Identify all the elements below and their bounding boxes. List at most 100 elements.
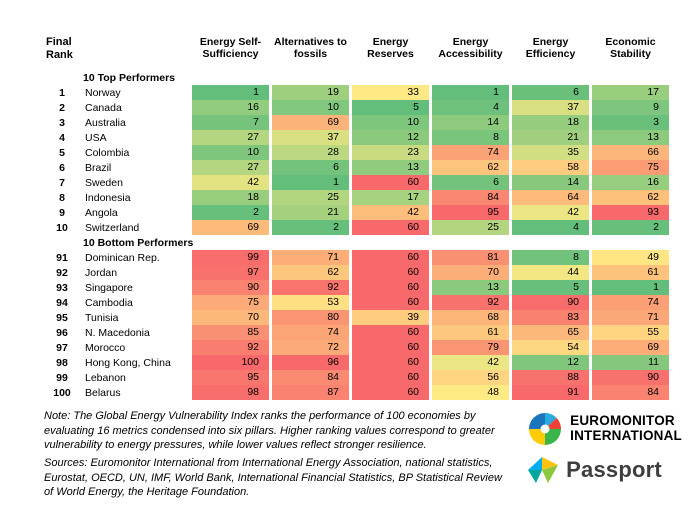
country-cell: Indonesia <box>85 191 131 204</box>
rank-cell: 91 <box>56 251 68 264</box>
rank-cell: 93 <box>56 281 68 294</box>
footer: Note: The Global Energy Vulnerability In… <box>44 409 682 500</box>
value-cell: 6 <box>432 175 509 190</box>
table-row: 5 Colombia 10 28 23 74 35 66 <box>44 145 682 160</box>
value-cell: 74 <box>432 145 509 160</box>
value-cell: 10 <box>192 145 269 160</box>
value-cell: 9 <box>592 100 669 115</box>
note-text: Note: The Global Energy Vulnerability In… <box>44 410 495 452</box>
column-header: Alternatives to fossils <box>274 36 347 61</box>
value-cell: 7 <box>192 115 269 130</box>
value-cell: 23 <box>352 145 429 160</box>
value-cell: 84 <box>272 370 349 385</box>
column-header: Energy Reserves <box>367 36 414 61</box>
table-row: 9 Angola 2 21 42 95 42 93 <box>44 205 682 220</box>
value-cell: 39 <box>352 310 429 325</box>
value-cell: 1 <box>272 175 349 190</box>
value-cell: 14 <box>432 115 509 130</box>
section-label-row: 10 Top Performers <box>44 70 682 85</box>
value-cell: 4 <box>512 220 589 235</box>
table-row: 91 Dominican Rep. 99 71 60 81 8 49 <box>44 250 682 265</box>
table-row: 95 Tunisia 70 80 39 68 83 71 <box>44 310 682 325</box>
value-cell: 8 <box>432 130 509 145</box>
rank-cell: 95 <box>56 311 68 324</box>
value-cell: 95 <box>192 370 269 385</box>
country-cell: USA <box>85 131 107 144</box>
value-cell: 66 <box>592 145 669 160</box>
table-header: Final Rank Energy Self-Sufficiency Altern… <box>44 36 682 66</box>
euromonitor-wordmark: EUROMONITOR INTERNATIONAL <box>570 414 682 443</box>
country-cell: Hong Kong, China <box>85 356 171 369</box>
value-cell: 1 <box>592 280 669 295</box>
value-cell: 42 <box>432 355 509 370</box>
country-cell: Lebanon <box>85 371 126 384</box>
euromonitor-wordmark-line1: EUROMONITOR <box>570 413 675 429</box>
rank-cell: 99 <box>56 371 68 384</box>
value-cell: 49 <box>592 250 669 265</box>
country-cell: Morocco <box>85 341 126 354</box>
value-cell: 93 <box>592 205 669 220</box>
table-row: 93 Singapore 90 92 60 13 5 1 <box>44 280 682 295</box>
country-cell: Cambodia <box>85 296 133 309</box>
value-cell: 4 <box>432 100 509 115</box>
value-cell: 62 <box>432 160 509 175</box>
rank-cell: 97 <box>56 341 68 354</box>
table-row: 3 Australia 7 69 10 14 18 3 <box>44 115 682 130</box>
value-cell: 64 <box>512 190 589 205</box>
value-cell: 10 <box>352 115 429 130</box>
value-cell: 91 <box>512 385 589 400</box>
value-cell: 17 <box>352 190 429 205</box>
value-cell: 79 <box>432 340 509 355</box>
value-cell: 69 <box>272 115 349 130</box>
value-cell: 75 <box>192 295 269 310</box>
value-cell: 75 <box>592 160 669 175</box>
value-cell: 10 <box>272 100 349 115</box>
column-header: Economic Stability <box>605 36 656 61</box>
value-cell: 60 <box>352 355 429 370</box>
rank-column-header: Final Rank <box>46 36 73 61</box>
footnotes: Note: The Global Energy Vulnerability In… <box>44 409 511 500</box>
passport-wordmark: Passport <box>566 457 662 482</box>
value-cell: 60 <box>352 295 429 310</box>
value-cell: 37 <box>272 130 349 145</box>
value-cell: 92 <box>192 340 269 355</box>
passport-logo: Passport <box>527 456 682 484</box>
value-cell: 60 <box>352 280 429 295</box>
country-cell: Norway <box>85 86 121 99</box>
country-cell: Tunisia <box>85 311 119 324</box>
euromonitor-logo: EUROMONITOR INTERNATIONAL <box>527 411 682 447</box>
country-cell: Colombia <box>85 146 130 159</box>
value-cell: 5 <box>352 100 429 115</box>
value-cell: 18 <box>512 115 589 130</box>
value-cell: 21 <box>512 130 589 145</box>
value-cell: 8 <box>512 250 589 265</box>
value-cell: 60 <box>352 325 429 340</box>
table-row: 94 Cambodia 75 53 60 92 90 74 <box>44 295 682 310</box>
rank-cell: 94 <box>56 296 68 309</box>
value-cell: 65 <box>512 325 589 340</box>
section-label: 10 Bottom Performers <box>83 236 194 249</box>
value-cell: 74 <box>272 325 349 340</box>
value-cell: 28 <box>272 145 349 160</box>
value-cell: 16 <box>192 100 269 115</box>
value-cell: 92 <box>432 295 509 310</box>
section-label-row: 10 Bottom Performers <box>44 235 682 250</box>
value-cell: 35 <box>512 145 589 160</box>
country-cell: Australia <box>85 116 126 129</box>
value-cell: 71 <box>592 310 669 325</box>
value-cell: 96 <box>272 355 349 370</box>
value-cell: 25 <box>432 220 509 235</box>
value-cell: 16 <box>592 175 669 190</box>
country-cell: Singapore <box>85 281 133 294</box>
value-cell: 17 <box>592 85 669 100</box>
value-cell: 90 <box>192 280 269 295</box>
country-cell: Jordan <box>85 266 118 279</box>
value-cell: 99 <box>192 250 269 265</box>
value-cell: 44 <box>512 265 589 280</box>
country-cell: Brazil <box>85 161 112 174</box>
country-cell: Angola <box>85 206 118 219</box>
value-cell: 98 <box>192 385 269 400</box>
value-cell: 14 <box>512 175 589 190</box>
table-row: 1 Norway 1 19 33 1 6 17 <box>44 85 682 100</box>
rank-cell: 9 <box>59 206 65 219</box>
